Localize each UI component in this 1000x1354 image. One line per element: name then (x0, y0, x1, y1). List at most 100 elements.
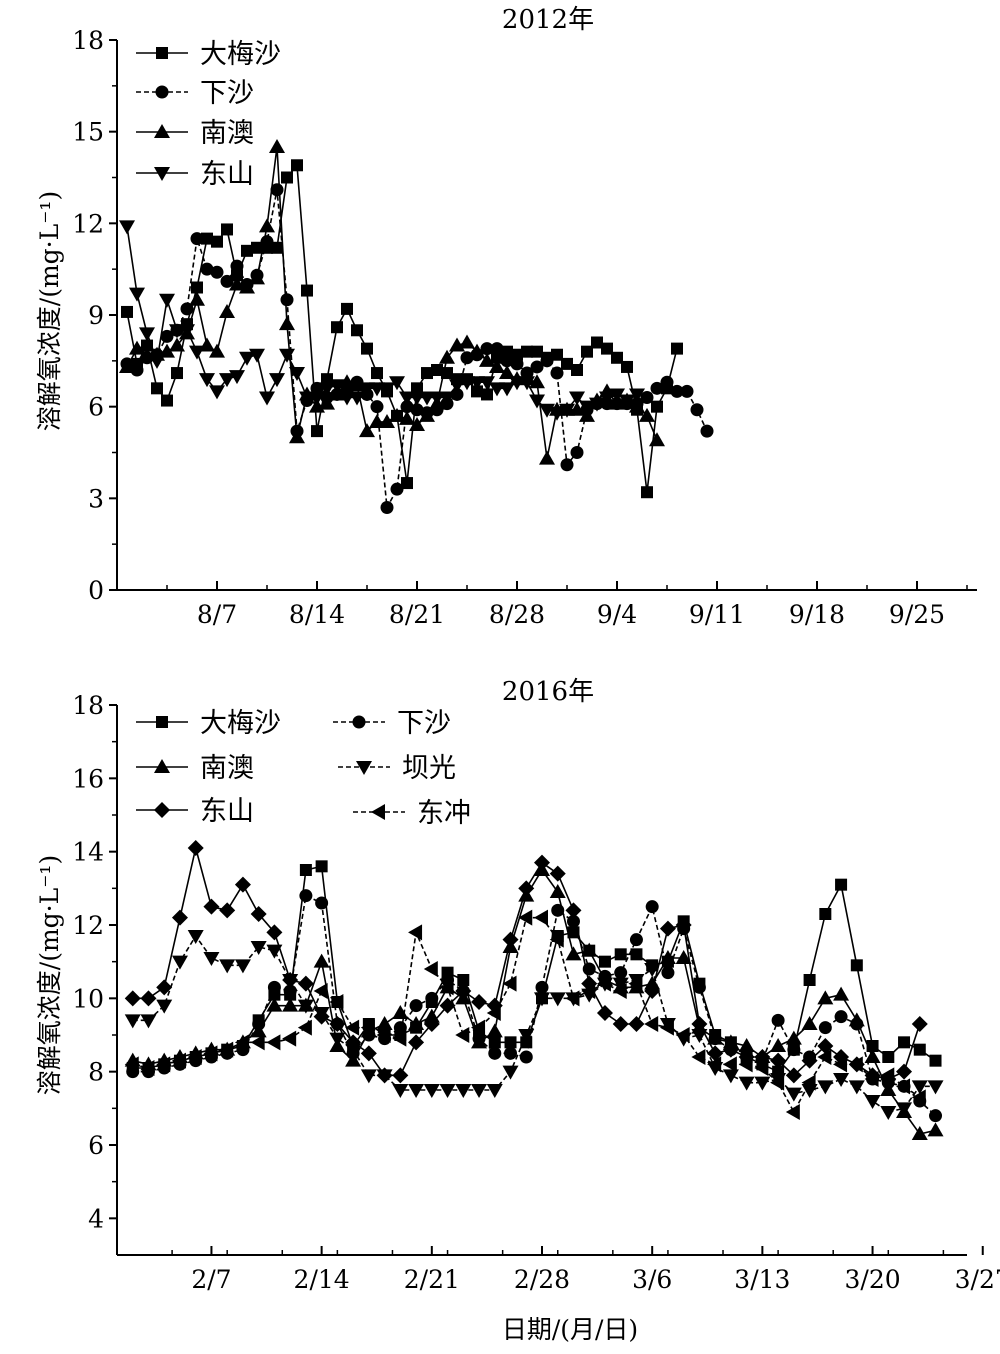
chart-2016-data-point (596, 975, 611, 992)
chart-2016-data-point (486, 1084, 503, 1098)
chart-2016-data-point (785, 1087, 802, 1102)
chart-2016-legend-marker (154, 759, 170, 773)
chart-2012-data-point (389, 407, 405, 422)
chart-2016-data-point (913, 1043, 926, 1056)
chart-2012-data-point (219, 303, 235, 318)
chart-2016-data-point (754, 1076, 771, 1091)
chart-2012-data-point (409, 417, 425, 431)
chart-2016-data-point (313, 1008, 330, 1025)
chart-2012-data-point (639, 407, 655, 422)
chart-2012-data-point (321, 373, 333, 386)
chart-2016-x-tick-label: 2/21 (404, 1265, 460, 1294)
chart-2016-y-axis-label: 溶解氧浓度/(mg·L⁻¹) (35, 855, 64, 1095)
chart-2016-data-point (457, 974, 470, 986)
chart-2016-data-point (880, 1082, 897, 1096)
chart-2016-data-point (219, 1041, 234, 1058)
chart-2012-data-point (561, 357, 573, 370)
chart-2012-data-point (289, 429, 305, 444)
chart-2012-y-tick-label: 15 (72, 118, 104, 147)
chart-2016-data-point (219, 902, 236, 919)
chart-2016-data-point (266, 924, 283, 941)
chart-2016-data-point (282, 997, 299, 1012)
chart-2012-data-point (219, 373, 235, 388)
chart-2012-data-point (371, 367, 383, 380)
chart-2012-data-point (619, 394, 635, 409)
chart-2016-data-point (691, 1049, 706, 1065)
chart-2016-data-point (581, 983, 596, 999)
chart-2016-data-point (124, 1056, 139, 1073)
chart-2016-data-point (329, 1016, 346, 1032)
chart-2016-data-point (817, 990, 834, 1005)
chart-2016-data-point (882, 1051, 895, 1063)
chart-2016-data-point (565, 902, 582, 919)
chart-2016-data-point (266, 944, 283, 959)
chart-2016-data-point (927, 1122, 944, 1137)
chart-2012-data-point (249, 348, 265, 363)
chart-2012-data-point (281, 171, 293, 184)
chart-2016-data-point (423, 1016, 440, 1032)
chart-2012-data-point (670, 384, 684, 398)
chart-2012-data-point (370, 400, 384, 414)
chart-2012-data-point (489, 358, 505, 373)
chart-2016-data-point (659, 920, 676, 937)
chart-2012-data-point (239, 279, 255, 294)
chart-2016-data-point (124, 1014, 141, 1029)
chart-2016-legend-marker (154, 802, 170, 818)
chart-2012-data-point (159, 343, 175, 358)
chart-2016-data-point (850, 959, 863, 972)
chart-2016-data-point (612, 983, 627, 999)
chart-2012-y-tick-label: 0 (88, 576, 104, 605)
chart-2012-data-point (581, 345, 593, 358)
chart-2016-series-3 (124, 862, 944, 1140)
chart-2016-data-point (785, 1104, 800, 1120)
chart-2016-data-point (519, 1050, 533, 1064)
chart-2012-data-point (611, 351, 623, 364)
chart-2012-data-point (479, 352, 495, 367)
chart-2016-data-point (455, 1027, 470, 1043)
chart-2016-data-point (250, 1034, 265, 1051)
chart-2012-data-point (309, 391, 325, 406)
chart-2016-data-point (376, 1016, 393, 1030)
chart-2016-y-tick-label: 6 (88, 1131, 104, 1160)
chart-2012-y-tick-label: 3 (88, 484, 104, 513)
chart-2016-x-tick-label: 3/27 (955, 1265, 1000, 1294)
chart-2016-series-5 (124, 840, 928, 1087)
chart-2012-data-point (119, 358, 135, 373)
chart-2012-x-tick-label: 8/14 (289, 600, 345, 629)
chart-2012-data-point (680, 384, 694, 398)
chart-2012-data-point (210, 265, 224, 279)
chart-2016-data-point (848, 1012, 865, 1027)
chart-2016-data-point (283, 984, 297, 998)
chart-2016-y-tick-label: 4 (88, 1204, 104, 1233)
chart-2016-data-point (471, 1034, 488, 1049)
chart-2016-data-point (612, 1016, 629, 1032)
chart-2016-data-point (408, 1016, 425, 1030)
chart-2016-data-point (864, 1071, 879, 1087)
chart-2016-data-point (817, 1049, 832, 1065)
chart-2012-data-point (511, 348, 523, 361)
chart-2012-y-axis-label: 溶解氧浓度/(mg·L⁻¹) (35, 191, 64, 431)
chart-2016-data-point (267, 980, 281, 994)
chart-2016-data-point (502, 931, 519, 948)
chart-2012-data-point (130, 363, 144, 377)
chart-2012-data-point (529, 394, 545, 409)
chart-2016-data-point (644, 963, 661, 977)
chart-2016-legend-entry: 东山 (136, 796, 254, 827)
chart-2012-legend-label: 大梅沙 (200, 39, 281, 70)
chart-2016-data-point (282, 1030, 297, 1047)
chart-2016-data-point (250, 941, 267, 955)
chart-2012-legend-marker (154, 167, 170, 181)
chart-2016-data-point (722, 1056, 737, 1073)
chart-2016-data-point (171, 909, 188, 926)
chart-2016-data-point (785, 1030, 802, 1045)
chart-2012-data-point (151, 382, 163, 395)
chart-2016-data-point (754, 1049, 771, 1065)
chart-2016-data-point (771, 1013, 785, 1027)
chart-2016-data-point (801, 1052, 818, 1069)
chart-2012-data-point (259, 218, 275, 233)
chart-2016-data-point (266, 997, 283, 1012)
chart-2016-data-point (880, 1106, 897, 1120)
chart-2012-data-point (169, 337, 185, 352)
chart-2016-data-point (187, 840, 204, 856)
chart-2012-data-point (149, 354, 165, 369)
